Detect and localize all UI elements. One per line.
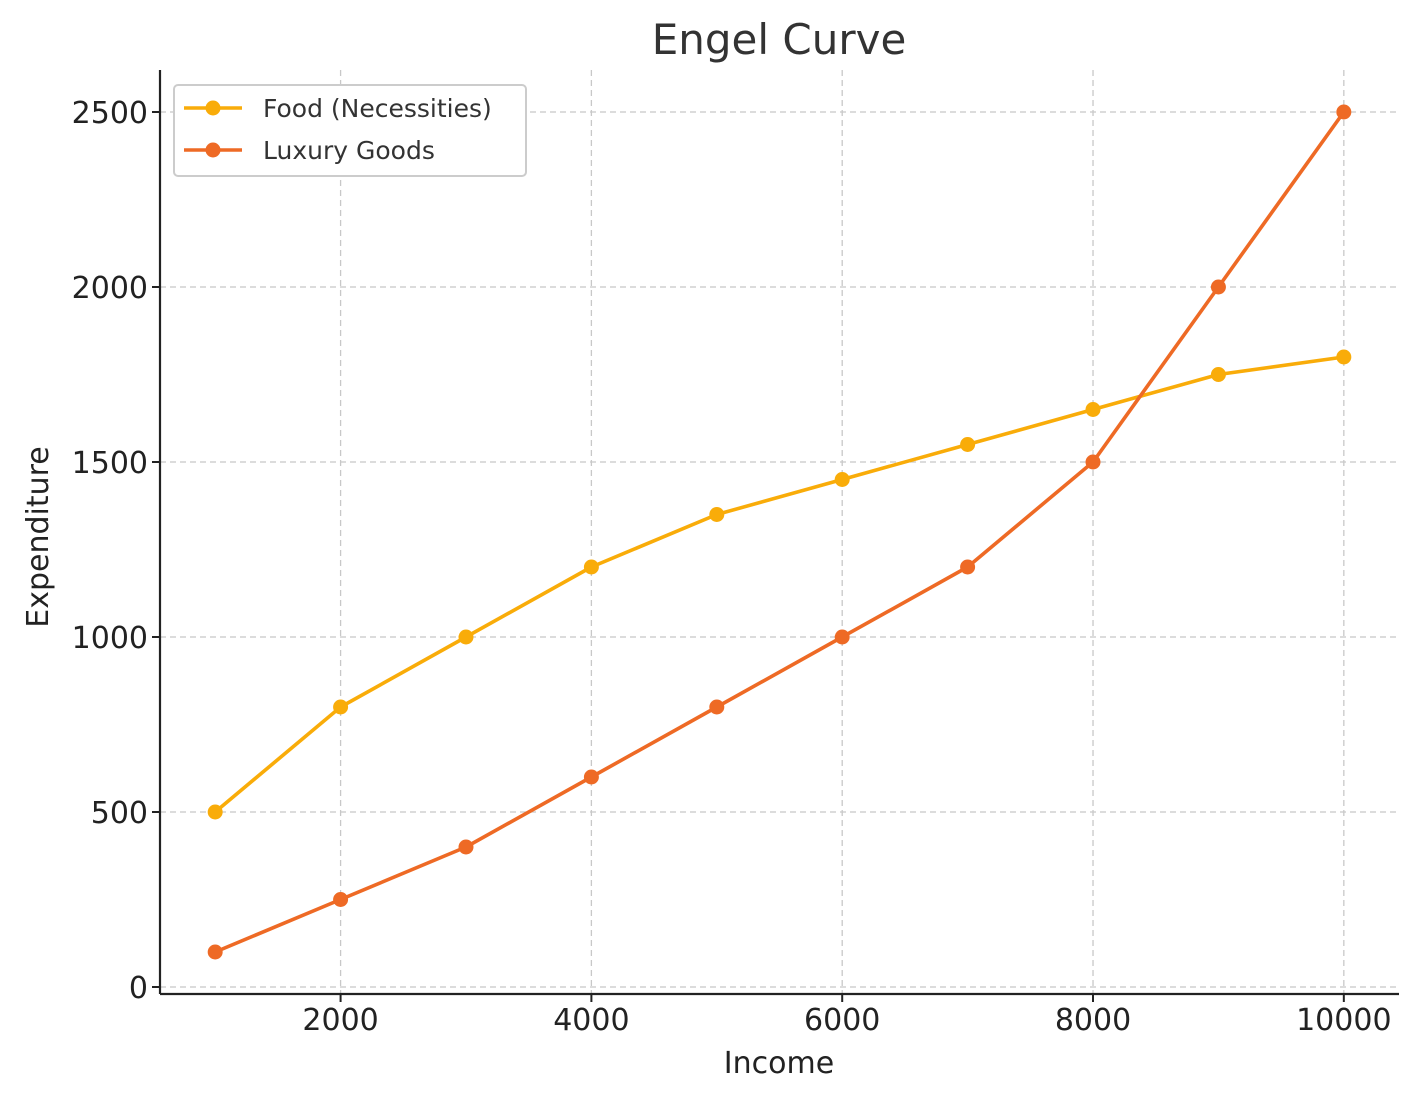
y-tick-label-2500: 2500 xyxy=(72,96,148,131)
axes-layer: 2000 4000 6000 8000 10000 0 500 1000 1500 2000 250… xyxy=(72,70,1399,1038)
chart-title: Engel Curve xyxy=(652,15,907,64)
data-point-0-6 xyxy=(960,437,976,452)
data-point-1-7 xyxy=(1085,454,1101,470)
legend-box xyxy=(173,84,527,177)
legend-swatch-marker-1 xyxy=(205,142,221,158)
data-point-1-3 xyxy=(583,769,599,785)
data-point-0-4 xyxy=(709,507,725,522)
series-line-0 xyxy=(213,355,1346,814)
data-point-1-6 xyxy=(960,559,976,575)
legend: Food (Necessities) Luxury Goods xyxy=(173,84,527,177)
x-tick-label-10000: 10000 xyxy=(1296,1003,1391,1038)
x-axis-label: Income xyxy=(724,1046,834,1081)
legend-label-1: Luxury Goods xyxy=(263,136,435,165)
y-tick-label-2000: 2000 xyxy=(72,271,148,306)
x-tick-label-4000: 4000 xyxy=(553,1003,629,1038)
x-tick-label-6000: 6000 xyxy=(804,1003,880,1038)
data-point-0-3 xyxy=(583,559,599,575)
series-1 xyxy=(207,104,1352,960)
data-point-1-4 xyxy=(709,699,725,715)
data-point-1-5 xyxy=(834,629,850,645)
data-point-0-5 xyxy=(834,472,850,487)
data-point-1-2 xyxy=(458,839,474,855)
data-point-1-0 xyxy=(207,944,223,960)
y-tick-label-1000: 1000 xyxy=(72,621,148,656)
data-point-0-1 xyxy=(333,699,349,715)
y-tick-label-0: 0 xyxy=(129,971,148,1006)
data-point-0-8 xyxy=(1210,367,1226,382)
x-tick-label-2000: 2000 xyxy=(302,1003,378,1038)
y-tick-label-500: 500 xyxy=(91,796,148,831)
data-point-1-8 xyxy=(1210,279,1226,295)
series-0 xyxy=(207,349,1352,820)
x-tick-label-8000: 8000 xyxy=(1055,1003,1131,1038)
data-point-0-7 xyxy=(1085,402,1101,417)
data-point-0-9 xyxy=(1336,349,1352,365)
data-point-1-1 xyxy=(333,892,349,907)
y-axis-label: Expenditure xyxy=(21,446,56,628)
series-layer xyxy=(207,104,1352,960)
series-line-1 xyxy=(213,110,1346,954)
grid-layer xyxy=(160,70,1399,994)
legend-label-0: Food (Necessities) xyxy=(263,94,492,123)
data-point-1-9 xyxy=(1336,104,1352,120)
legend-swatch-marker-0 xyxy=(205,100,221,116)
data-point-0-0 xyxy=(207,804,223,820)
data-point-0-2 xyxy=(458,629,474,645)
y-tick-label-1500: 1500 xyxy=(72,446,148,481)
